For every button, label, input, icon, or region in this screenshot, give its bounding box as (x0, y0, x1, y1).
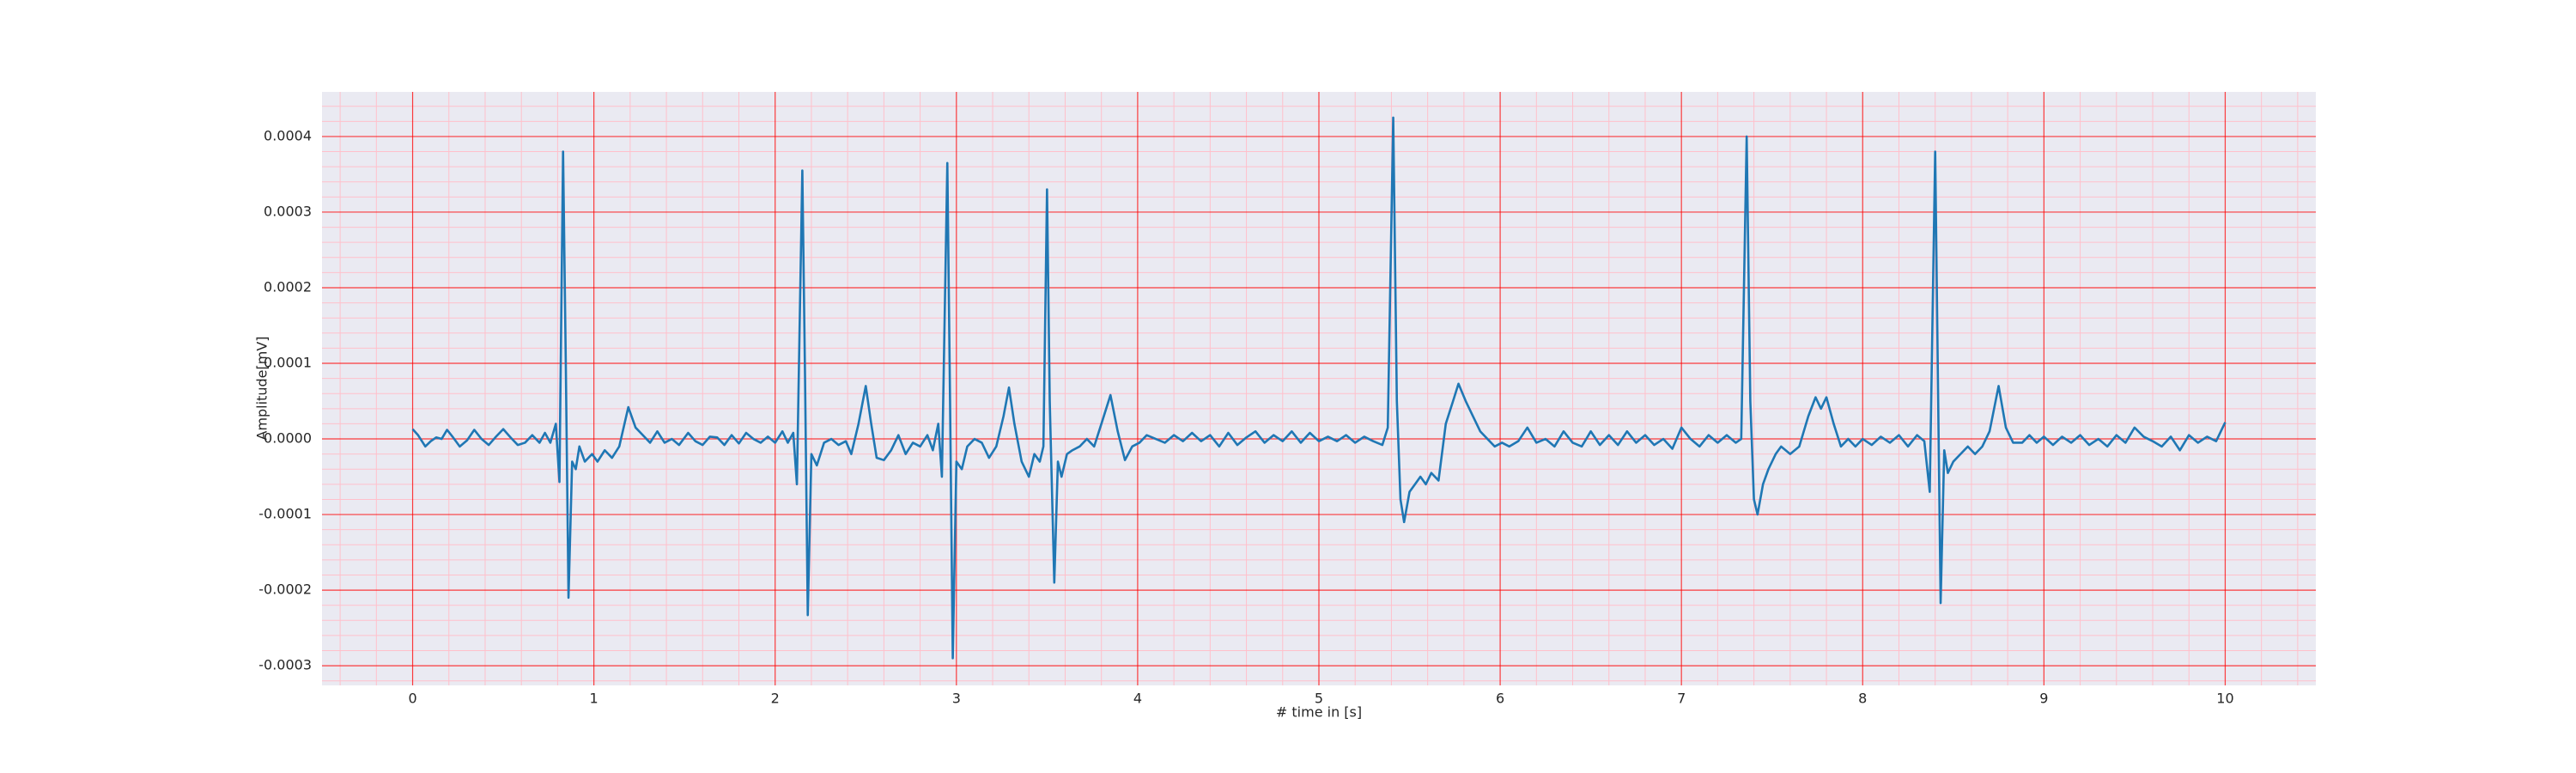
y-tick-label: -0.0001 (258, 506, 312, 522)
x-tick-label: 2 (771, 691, 780, 707)
x-tick-label: 9 (2039, 691, 2048, 707)
x-tick-label: 4 (1133, 691, 1142, 707)
x-tick-label: 10 (2216, 691, 2233, 707)
x-tick-label: 5 (1315, 691, 1323, 707)
y-tick-label: -0.0003 (258, 657, 312, 673)
x-tick-label: 1 (590, 691, 598, 707)
x-tick-label: 7 (1677, 691, 1686, 707)
y-tick-label: 0.0000 (264, 430, 312, 447)
y-tick-label: -0.0002 (258, 581, 312, 598)
y-tick-label: 0.0002 (264, 278, 312, 295)
x-axis-label: # time in [s] (1276, 704, 1362, 721)
x-tick-label: 8 (1858, 691, 1867, 707)
y-tick-label: 0.0004 (264, 127, 312, 143)
y-tick-label: 0.0003 (264, 203, 312, 219)
y-axis-label: Amplitude[mV] (254, 336, 270, 440)
x-tick-label: 3 (952, 691, 961, 707)
signal-line (411, 116, 2227, 660)
x-tick-label: 0 (408, 691, 416, 707)
y-tick-label: 0.0001 (264, 355, 312, 371)
x-tick-label: 6 (1496, 691, 1504, 707)
